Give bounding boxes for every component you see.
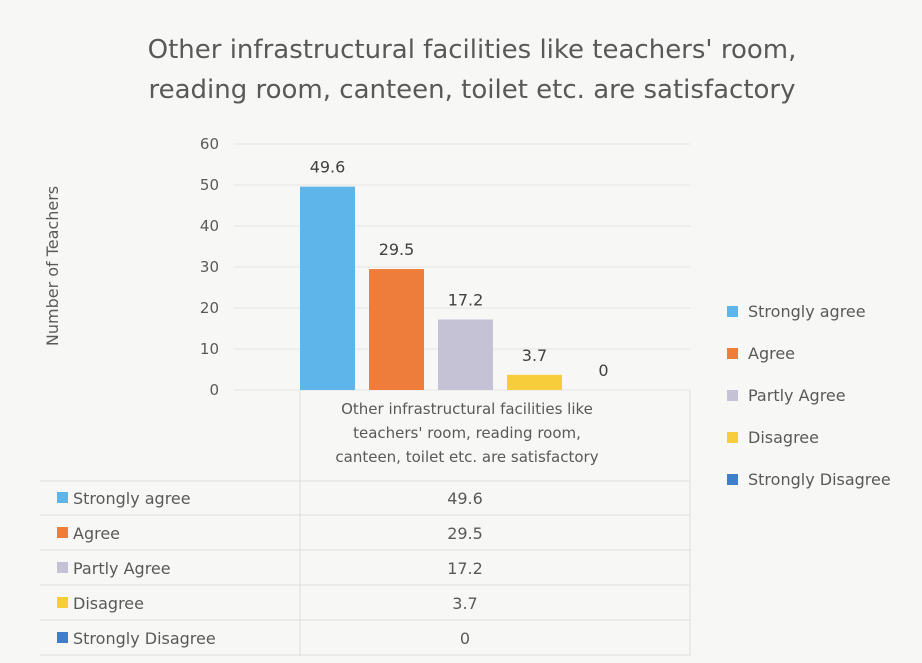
table-value: 17.2 xyxy=(447,559,483,578)
bar-partly-agree xyxy=(438,319,493,390)
data-table: Strongly agree 49.6 Agree 29.5 Partly Agree 1… xyxy=(40,390,691,656)
legend-swatch xyxy=(727,390,738,401)
y-tick-label: 60 xyxy=(200,135,219,153)
table-series-name: Strongly Disagree xyxy=(73,629,216,648)
y-tick-label: 30 xyxy=(200,258,219,276)
table-swatch xyxy=(57,632,68,643)
data-label: 29.5 xyxy=(379,240,415,259)
table-value: 29.5 xyxy=(447,524,483,543)
bar-agree xyxy=(369,269,424,390)
legend: Strongly agree Agree Partly Agree Disagree S… xyxy=(727,302,891,489)
table-swatch xyxy=(57,562,68,573)
legend-swatch xyxy=(727,306,738,317)
legend-entry: Strongly agree xyxy=(748,302,866,321)
table-value: 49.6 xyxy=(447,489,483,508)
y-tick-label: 50 xyxy=(200,176,219,194)
y-axis-ticks: 0 10 20 30 40 50 60 xyxy=(200,135,219,399)
category-label-line: teachers' room, reading room, xyxy=(353,424,581,442)
bars xyxy=(300,186,562,390)
chart-title-line: Other infrastructural facilities like te… xyxy=(148,35,797,65)
category-label-line: Other infrastructural facilities like xyxy=(341,400,593,418)
y-tick-label: 40 xyxy=(200,217,219,235)
legend-swatch xyxy=(727,474,738,485)
legend-swatch xyxy=(727,348,738,359)
data-label: 17.2 xyxy=(448,290,484,309)
category-label: Other infrastructural facilities like tea… xyxy=(335,400,598,466)
data-label: 49.6 xyxy=(310,158,346,177)
table-swatch xyxy=(57,597,68,608)
bar-strongly-agree xyxy=(300,186,355,390)
data-label: 0 xyxy=(598,361,608,380)
table-value: 0 xyxy=(460,629,470,648)
legend-entry: Agree xyxy=(748,344,795,363)
table-series-name: Partly Agree xyxy=(73,559,171,578)
table-series-name: Strongly agree xyxy=(73,489,191,508)
y-axis-label: Number of Teachers xyxy=(43,186,62,346)
chart-title-line: reading room, canteen, toilet etc. are s… xyxy=(148,75,795,105)
y-tick-label: 20 xyxy=(200,299,219,317)
data-labels: 49.6 29.5 17.2 3.7 0 xyxy=(310,158,609,380)
table-series-name: Disagree xyxy=(73,594,144,613)
y-tick-label: 0 xyxy=(209,381,219,399)
category-label-line: canteen, toilet etc. are satisfactory xyxy=(335,448,598,466)
legend-swatch xyxy=(727,432,738,443)
y-tick-label: 10 xyxy=(200,340,219,358)
data-label: 3.7 xyxy=(522,346,547,365)
table-swatch xyxy=(57,492,68,503)
legend-entry: Partly Agree xyxy=(748,386,846,405)
table-swatch xyxy=(57,527,68,538)
legend-entry: Disagree xyxy=(748,428,819,447)
table-value: 3.7 xyxy=(452,594,477,613)
chart-title: Other infrastructural facilities like te… xyxy=(148,35,797,105)
bar-disagree xyxy=(507,374,562,390)
legend-entry: Strongly Disagree xyxy=(748,470,891,489)
table-series-name: Agree xyxy=(73,524,120,543)
